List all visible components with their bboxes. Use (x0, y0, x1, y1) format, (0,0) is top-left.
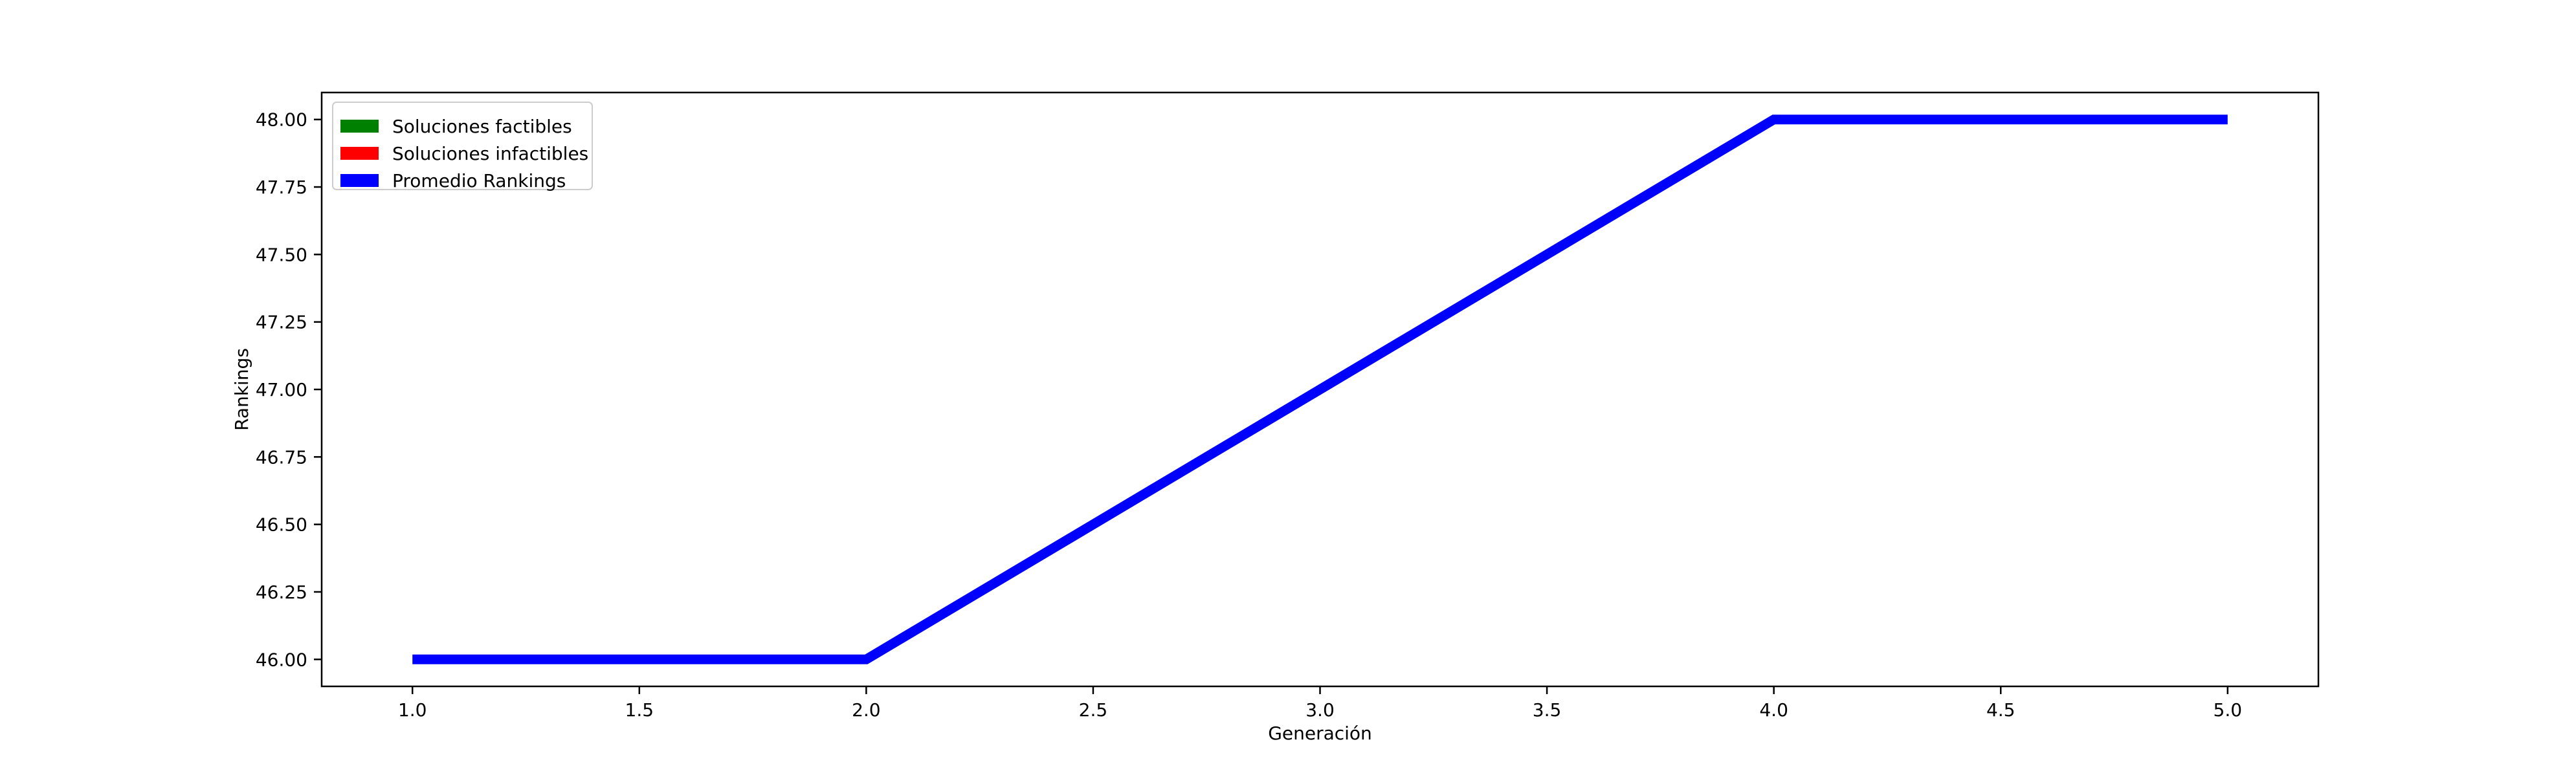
x-tick-label: 1.0 (398, 699, 427, 721)
legend-box (332, 102, 593, 190)
y-tick-label: 46.75 (256, 446, 307, 468)
x-tick-label: 1.5 (625, 699, 654, 721)
y-tick-label: 47.75 (256, 177, 307, 198)
x-tick-label: 4.5 (1986, 699, 2015, 721)
legend-label: Promedio Rankings (392, 170, 566, 191)
y-tick-label: 48.00 (256, 109, 307, 131)
x-tick-label: 2.5 (1079, 699, 1108, 721)
legend-label: Soluciones factibles (392, 116, 572, 137)
y-tick-label: 46.25 (256, 582, 307, 603)
series-layer (412, 115, 2228, 664)
x-tick-label: 3.0 (1305, 699, 1335, 721)
x-tick-label: 2.0 (852, 699, 881, 721)
x-tick-label: 3.5 (1533, 699, 1562, 721)
y-axis-label: Rankings (231, 348, 252, 431)
y-axis: 46.00 46.25 46.50 46.75 47.00 47.25 47.50 47.75… (256, 109, 322, 670)
x-axis: 1.0 1.5 2.0 2.5 3.0 3.5 4.0 4.5 5.0 (398, 686, 2242, 721)
y-tick-label: 47.25 (256, 312, 307, 333)
legend-label: Soluciones infactibles (392, 143, 588, 164)
legend-swatch (340, 120, 379, 133)
x-tick-label: 5.0 (2214, 699, 2243, 721)
legend-swatch (340, 147, 379, 160)
x-axis-label: Generación (1268, 723, 1372, 744)
y-tick-label: 47.50 (256, 244, 307, 265)
x-tick-label: 4.0 (1759, 699, 1788, 721)
y-tick-label: 47.00 (256, 379, 307, 400)
y-tick-label: 46.50 (256, 514, 307, 536)
series-line-0 (412, 115, 2228, 664)
y-tick-label: 46.00 (256, 649, 307, 670)
legend-swatch (340, 174, 379, 187)
legend: Soluciones factibles Soluciones infactibl… (332, 102, 593, 191)
